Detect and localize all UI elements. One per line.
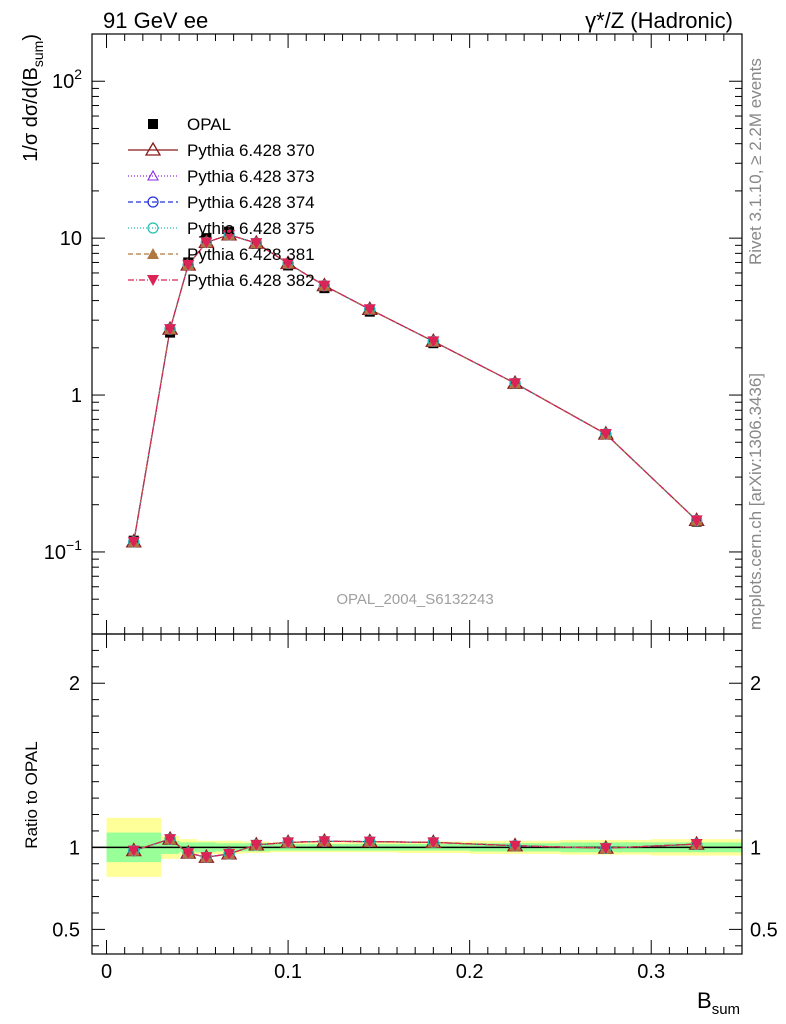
mc-marker-main: [363, 304, 376, 316]
legend-label-opal: OPAL: [187, 115, 231, 134]
mc-marker-ratio: [509, 840, 522, 852]
legend-marker: [147, 248, 159, 259]
y-tick-label-main: 1: [71, 385, 82, 407]
ratio-frame: [91, 633, 743, 955]
analysis-watermark: OPAL_2004_S6132243: [336, 591, 493, 608]
mc-marker-ratio: [599, 843, 612, 855]
legend-marker: [147, 222, 159, 234]
y-tick-label-main: 10: [60, 228, 82, 250]
mc-marker-main: [318, 280, 331, 292]
legend-marker: [147, 196, 159, 208]
mc-marker-ratio: [363, 836, 376, 848]
mc-marker-main: [427, 336, 440, 348]
header-left: 91 GeV ee: [103, 8, 208, 33]
mc-marker-ratio: [690, 839, 703, 851]
header-right: γ*/Z (Hadronic): [585, 8, 733, 33]
x-tick-label: 0.3: [637, 961, 665, 983]
mc-marker-ratio: [127, 845, 140, 857]
x-tick-label: 0.1: [274, 961, 302, 983]
y-tick-label-ratio-right: 1: [750, 837, 761, 859]
mc-marker-ratio: [318, 836, 331, 848]
mc-marker-ratio: [282, 837, 295, 849]
mc-marker-ratio: [427, 837, 440, 849]
y-tick-label-ratio: 1: [69, 837, 80, 859]
legend-label: Pythia 6.428 374: [187, 193, 315, 212]
legend-marker-opal: [148, 119, 158, 129]
y-tick-label-ratio-right: 2: [750, 673, 761, 695]
mc-marker-main: [690, 515, 703, 527]
legend-label: Pythia 6.428 370: [187, 141, 315, 160]
main-ylabel: 1/σ dσ/d(Bsum): [20, 34, 46, 162]
mc-marker-main: [250, 238, 263, 250]
legend-label: Pythia 6.428 373: [187, 167, 315, 186]
legend-label: Pythia 6.428 381: [187, 245, 315, 264]
x-tick-label: 0: [101, 961, 112, 983]
mc-marker-ratio: [223, 848, 236, 860]
mc-marker-main: [282, 258, 295, 270]
y-tick-label-ratio: 2: [69, 673, 80, 695]
mc-marker-main: [509, 378, 522, 390]
mc-marker-main: [200, 237, 213, 249]
mc-marker-ratio: [182, 848, 195, 860]
y-tick-label-ratio-right: 0.5: [750, 919, 778, 941]
mc-marker-main: [182, 259, 195, 271]
mc-marker-main: [223, 229, 236, 241]
y-tick-label-ratio: 0.5: [52, 919, 80, 941]
mc-marker-main: [164, 324, 177, 336]
mc-marker-ratio: [164, 834, 177, 846]
y-tick-label-main: 10−1: [44, 537, 82, 564]
rivet-label: Rivet 3.1.10, ≥ 2.2M events: [746, 58, 765, 265]
mc-marker-ratio: [250, 839, 263, 851]
legend-label: Pythia 6.428 382: [187, 271, 315, 290]
mc-marker-main: [599, 428, 612, 440]
ratio-ylabel: Ratio to OPAL: [22, 741, 41, 848]
x-tick-label: 0.2: [456, 961, 484, 983]
mcplots-label: mcplots.cern.ch [arXiv:1306.3436]: [746, 373, 765, 630]
legend-marker: [144, 141, 162, 156]
xaxis-label: Bsum: [697, 988, 740, 1018]
legend-marker: [147, 169, 159, 181]
legend-label: Pythia 6.428 375: [187, 219, 315, 238]
mc-marker-main: [127, 536, 140, 548]
y-tick-label-main: 102: [52, 66, 82, 93]
legend-marker: [147, 275, 159, 286]
mc-marker-ratio: [200, 852, 213, 864]
